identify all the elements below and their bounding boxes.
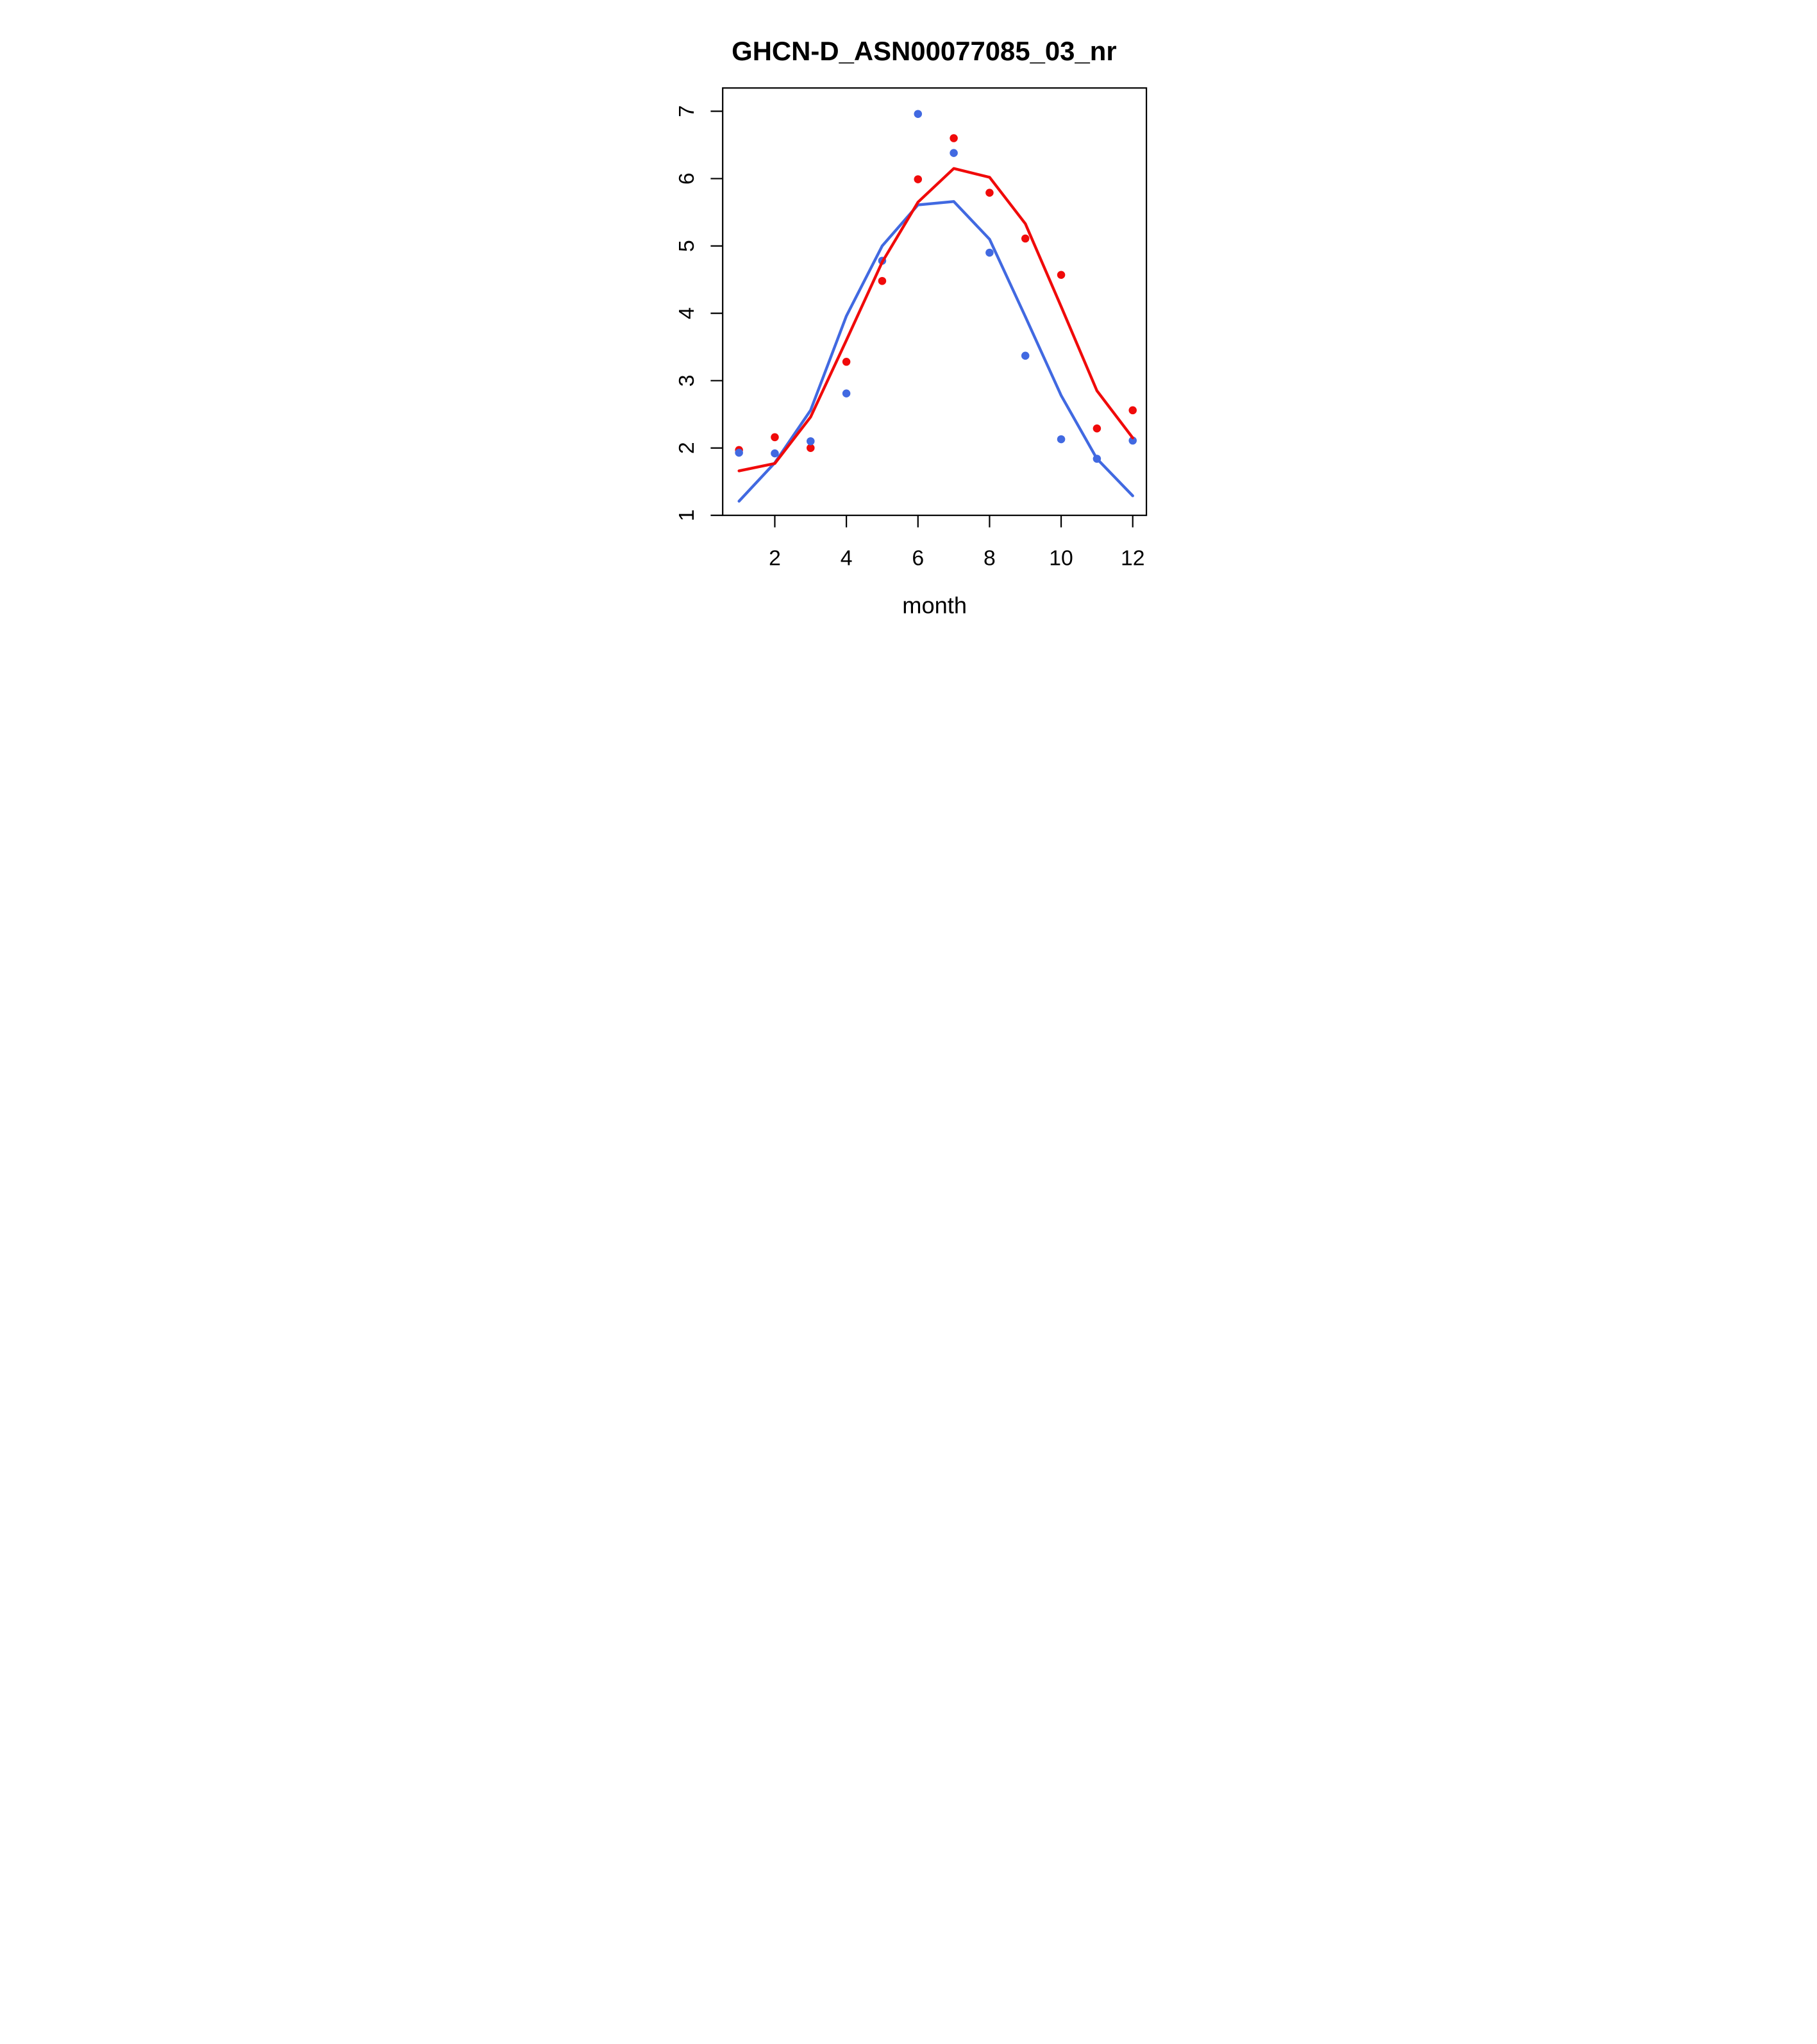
blue-data-point bbox=[1057, 435, 1066, 444]
y-tick-label: 5 bbox=[674, 240, 699, 252]
red-data-point bbox=[950, 134, 958, 142]
x-tick-label: 12 bbox=[1121, 546, 1145, 571]
blue-data-point bbox=[985, 248, 994, 257]
red-fit-line bbox=[737, 167, 1134, 473]
red-data-point bbox=[1128, 406, 1137, 415]
chart-title: GHCN-D_ASN00077085_03_nr bbox=[732, 36, 1117, 66]
blue-data-point bbox=[914, 110, 923, 118]
plot-box bbox=[722, 87, 1148, 516]
chart-figure: GHCN-D_ASN00077085_03_nr 1 2 3 4 5 6 7 2 4 6 8 10 12… bbox=[624, 0, 1193, 639]
red-data-point bbox=[878, 276, 887, 285]
x-tick-label: 10 bbox=[1049, 546, 1073, 571]
x-tick-label: 8 bbox=[984, 546, 996, 571]
y-tick-label: 1 bbox=[674, 509, 699, 521]
x-tick-label: 4 bbox=[841, 546, 853, 571]
red-data-point bbox=[914, 175, 923, 183]
red-data-point bbox=[1093, 424, 1101, 433]
y-tick-label: 7 bbox=[674, 105, 699, 117]
red-data-point bbox=[1021, 234, 1030, 243]
red-data-point bbox=[771, 433, 779, 442]
blue-data-point bbox=[807, 437, 815, 446]
red-data-point bbox=[1057, 271, 1066, 280]
figure-background bbox=[624, 0, 1193, 639]
red-data-point bbox=[985, 188, 994, 197]
y-tick-label: 6 bbox=[674, 172, 699, 185]
x-tick-label: 2 bbox=[769, 546, 781, 571]
x-axis-label: month bbox=[902, 592, 967, 619]
blue-data-point bbox=[771, 449, 779, 458]
x-tick-label: 6 bbox=[912, 546, 924, 571]
blue-data-point bbox=[735, 448, 743, 457]
red-data-point bbox=[842, 358, 851, 366]
blue-fit-line bbox=[737, 200, 1134, 503]
blue-data-point bbox=[950, 149, 958, 157]
blue-data-point bbox=[1128, 436, 1137, 445]
red-data-point bbox=[807, 444, 815, 452]
blue-data-point bbox=[842, 389, 851, 398]
y-tick-label: 2 bbox=[674, 442, 699, 454]
blue-data-point bbox=[1021, 351, 1030, 360]
y-tick-label: 4 bbox=[674, 307, 699, 319]
y-tick-label: 3 bbox=[674, 374, 699, 387]
